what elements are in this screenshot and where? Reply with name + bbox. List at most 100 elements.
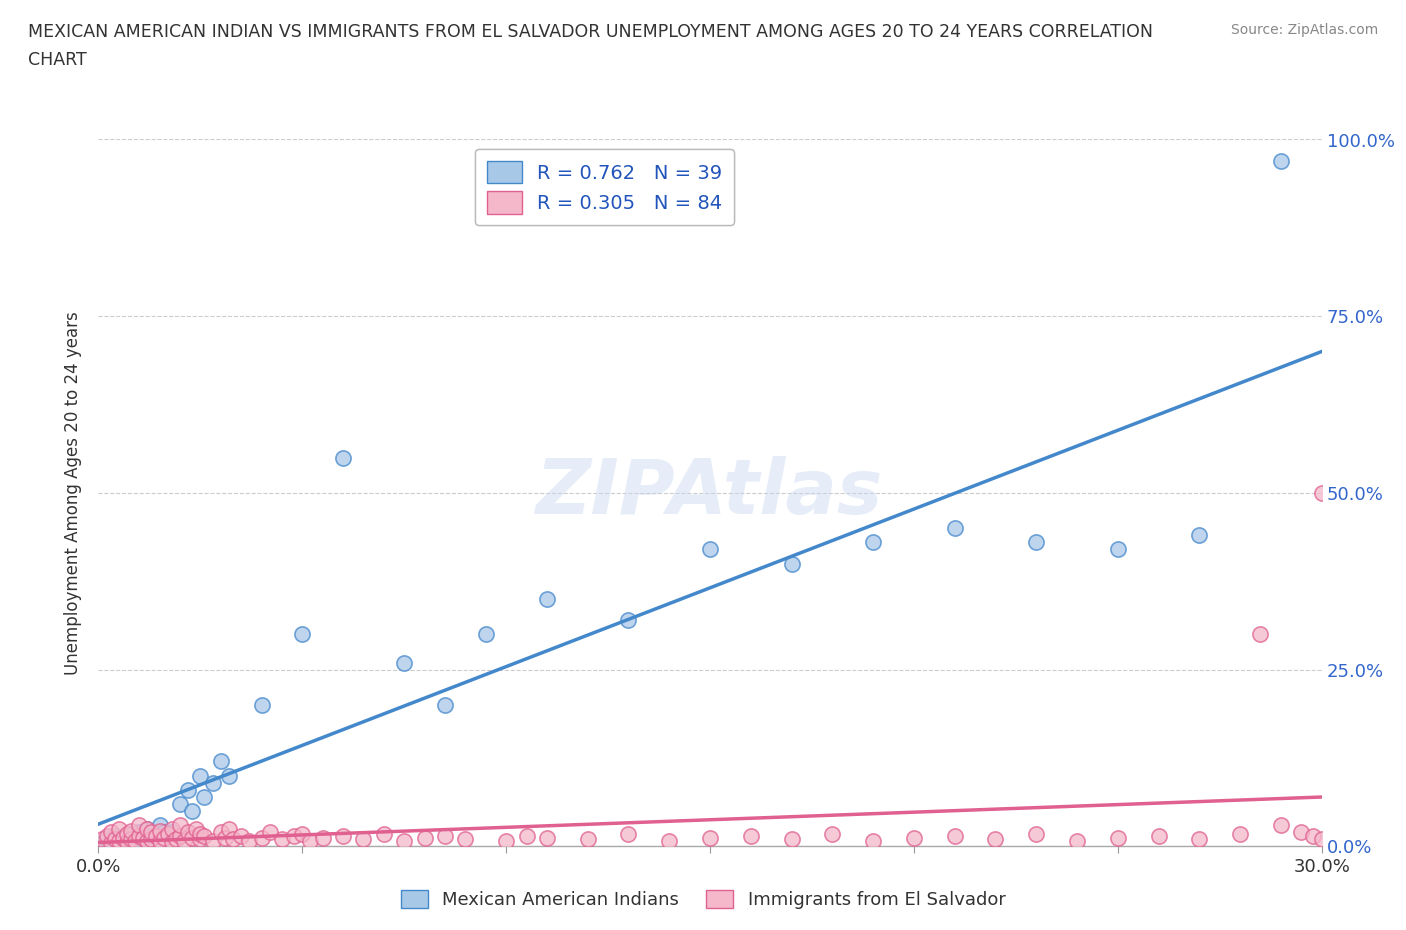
Point xyxy=(136,821,159,836)
Point xyxy=(149,833,172,848)
Point xyxy=(91,831,114,846)
Point xyxy=(1107,830,1129,845)
Point xyxy=(699,830,721,845)
Point xyxy=(152,825,174,840)
Point xyxy=(1270,817,1292,832)
Point xyxy=(862,833,884,848)
Point xyxy=(169,796,191,811)
Point xyxy=(169,829,191,844)
Point xyxy=(270,831,294,846)
Point xyxy=(231,829,253,844)
Point xyxy=(617,826,640,841)
Point xyxy=(128,829,150,844)
Point xyxy=(780,831,803,846)
Point xyxy=(115,834,138,849)
Point xyxy=(495,833,517,848)
Point xyxy=(100,835,122,850)
Point xyxy=(699,542,721,557)
Point xyxy=(160,834,183,849)
Point xyxy=(238,833,260,848)
Point xyxy=(658,833,681,848)
Point xyxy=(454,831,477,846)
Point xyxy=(862,535,884,550)
Point xyxy=(201,833,224,848)
Point xyxy=(156,826,179,841)
Text: CHART: CHART xyxy=(28,51,87,69)
Point xyxy=(984,831,1007,846)
Point xyxy=(413,830,436,845)
Point xyxy=(434,698,457,712)
Point xyxy=(1310,831,1333,846)
Point xyxy=(1291,825,1313,840)
Point xyxy=(169,817,191,832)
Point xyxy=(1066,833,1088,848)
Point xyxy=(218,821,240,836)
Point xyxy=(352,831,374,846)
Point xyxy=(209,825,232,840)
Point xyxy=(120,823,142,838)
Point xyxy=(152,830,174,845)
Point xyxy=(173,833,195,848)
Point xyxy=(1025,535,1047,550)
Point xyxy=(250,830,273,845)
Point xyxy=(250,698,273,712)
Legend: R = 0.762   N = 39, R = 0.305   N = 84: R = 0.762 N = 39, R = 0.305 N = 84 xyxy=(475,149,734,225)
Legend: Mexican American Indians, Immigrants from El Salvador: Mexican American Indians, Immigrants fro… xyxy=(394,883,1012,916)
Point xyxy=(141,831,163,846)
Point xyxy=(177,825,200,840)
Point xyxy=(209,754,232,769)
Point xyxy=(165,831,187,846)
Point xyxy=(96,829,118,844)
Point xyxy=(536,830,558,845)
Point xyxy=(943,829,966,844)
Point xyxy=(149,823,172,838)
Point xyxy=(821,826,844,841)
Point xyxy=(214,830,236,845)
Point xyxy=(392,655,416,670)
Point xyxy=(108,835,131,850)
Text: MEXICAN AMERICAN INDIAN VS IMMIGRANTS FROM EL SALVADOR UNEMPLOYMENT AMONG AGES 2: MEXICAN AMERICAN INDIAN VS IMMIGRANTS FR… xyxy=(28,23,1153,41)
Point xyxy=(141,825,163,840)
Point xyxy=(474,627,498,642)
Point xyxy=(100,833,122,848)
Point xyxy=(115,826,138,841)
Y-axis label: Unemployment Among Ages 20 to 24 years: Unemployment Among Ages 20 to 24 years xyxy=(65,311,83,675)
Point xyxy=(392,833,416,848)
Point xyxy=(536,591,558,606)
Point xyxy=(188,768,212,783)
Point xyxy=(373,826,395,841)
Point xyxy=(132,830,155,845)
Point xyxy=(128,817,150,832)
Point xyxy=(115,834,138,849)
Point xyxy=(291,826,314,841)
Point xyxy=(299,833,322,848)
Point xyxy=(201,776,224,790)
Point xyxy=(283,829,305,844)
Point xyxy=(188,831,212,846)
Point xyxy=(111,830,134,845)
Point xyxy=(149,817,172,832)
Point xyxy=(259,825,281,840)
Point xyxy=(188,826,212,841)
Point xyxy=(96,831,118,846)
Point xyxy=(136,833,159,848)
Point xyxy=(120,826,142,841)
Point xyxy=(128,825,150,840)
Point xyxy=(218,768,240,783)
Point xyxy=(108,833,131,848)
Point xyxy=(291,627,314,642)
Point xyxy=(516,829,538,844)
Point xyxy=(434,829,457,844)
Point xyxy=(124,833,146,848)
Point xyxy=(104,831,127,846)
Point xyxy=(100,825,122,840)
Point xyxy=(332,450,354,465)
Point xyxy=(181,804,204,818)
Point xyxy=(124,831,146,846)
Point xyxy=(193,790,215,804)
Point xyxy=(91,835,114,850)
Point xyxy=(145,829,167,844)
Point xyxy=(332,829,354,844)
Point xyxy=(1310,485,1333,500)
Point xyxy=(1249,627,1271,642)
